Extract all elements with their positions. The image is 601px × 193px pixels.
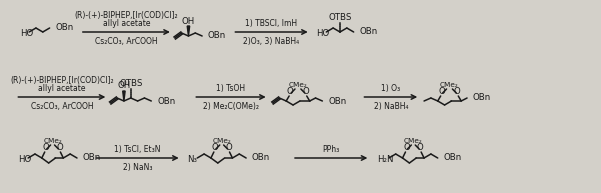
- Text: OH: OH: [182, 16, 195, 25]
- Text: N₃: N₃: [188, 155, 198, 163]
- Text: Cs₂CO₃, ArCOOH: Cs₂CO₃, ArCOOH: [31, 102, 93, 111]
- Text: 2) NaBH₄: 2) NaBH₄: [374, 102, 408, 111]
- Text: allyl acetate: allyl acetate: [103, 19, 150, 28]
- Polygon shape: [123, 91, 125, 101]
- Text: O: O: [42, 144, 49, 152]
- Text: HO: HO: [20, 29, 34, 37]
- Text: OBn: OBn: [444, 153, 462, 163]
- Text: allyl acetate: allyl acetate: [38, 84, 85, 93]
- Text: 1) TsCl, Et₃N: 1) TsCl, Et₃N: [114, 145, 161, 154]
- Text: CMe₂: CMe₂: [288, 82, 307, 88]
- Text: OBn: OBn: [473, 93, 491, 102]
- Text: O: O: [302, 87, 309, 96]
- Text: 1) O₃: 1) O₃: [381, 84, 400, 93]
- Text: OBn: OBn: [359, 27, 378, 36]
- Text: OBn: OBn: [252, 153, 270, 163]
- Text: O: O: [56, 144, 63, 152]
- Text: CMe₂: CMe₂: [43, 138, 62, 144]
- Text: O: O: [403, 144, 410, 152]
- Text: (R)-(+)-BIPHEP,[Ir(COD)Cl]₂: (R)-(+)-BIPHEP,[Ir(COD)Cl]₂: [75, 11, 178, 20]
- Text: OBn: OBn: [328, 96, 347, 106]
- Text: O: O: [225, 144, 232, 152]
- Text: O: O: [454, 87, 460, 96]
- Text: 1) TBSCl, ImH: 1) TBSCl, ImH: [245, 19, 297, 28]
- Text: OH: OH: [117, 81, 130, 91]
- Text: 2) NaN₃: 2) NaN₃: [123, 163, 153, 172]
- Text: OBn: OBn: [83, 153, 101, 163]
- Text: Cs₂CO₃, ArCOOH: Cs₂CO₃, ArCOOH: [95, 37, 157, 46]
- Text: OTBS: OTBS: [328, 13, 352, 21]
- Polygon shape: [188, 26, 190, 36]
- Text: O: O: [287, 87, 293, 96]
- Text: 2)O₃, 3) NaBH₄: 2)O₃, 3) NaBH₄: [243, 37, 300, 46]
- Text: 1) TsOH: 1) TsOH: [216, 84, 246, 93]
- Text: 2) Me₂C(OMe)₂: 2) Me₂C(OMe)₂: [203, 102, 259, 111]
- Text: CMe₂: CMe₂: [212, 138, 231, 144]
- Text: OBn: OBn: [157, 96, 175, 106]
- Text: HO: HO: [19, 155, 32, 163]
- Text: CMe₂: CMe₂: [440, 82, 459, 88]
- Text: O: O: [438, 87, 445, 96]
- Text: CMe₂: CMe₂: [404, 138, 423, 144]
- Text: O: O: [416, 144, 424, 152]
- Text: (R)-(+)-BIPHEP,[Ir(COD)Cl]₂: (R)-(+)-BIPHEP,[Ir(COD)Cl]₂: [10, 76, 114, 85]
- Text: H₂N: H₂N: [377, 155, 394, 163]
- Text: OTBS: OTBS: [119, 79, 142, 87]
- Text: HO: HO: [317, 29, 330, 37]
- Text: OBn: OBn: [208, 31, 226, 41]
- Text: OBn: OBn: [55, 24, 74, 32]
- Text: O: O: [212, 144, 218, 152]
- Text: PPh₃: PPh₃: [323, 145, 340, 154]
